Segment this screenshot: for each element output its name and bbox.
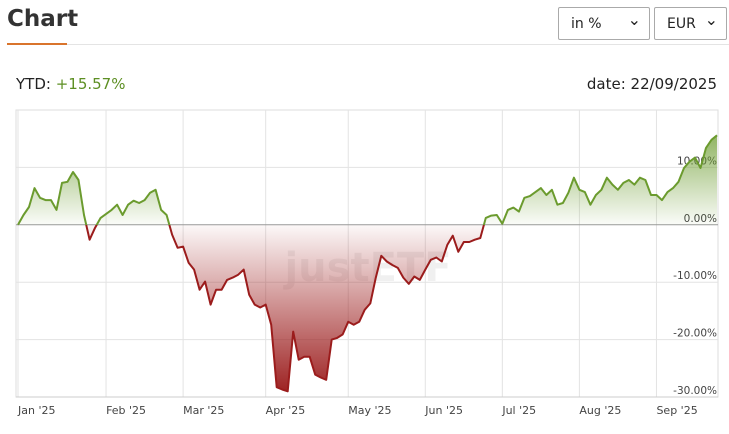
ytd: YTD: +15.57% bbox=[16, 75, 125, 93]
x-tick-label: May '25 bbox=[348, 404, 391, 417]
title-underline bbox=[7, 43, 67, 45]
line bbox=[17, 134, 718, 393]
currency-select-text: EUR bbox=[667, 15, 696, 32]
divider bbox=[67, 44, 729, 45]
x-tick-label: Sep '25 bbox=[656, 404, 697, 417]
x-tick-label: Mar '25 bbox=[183, 404, 224, 417]
date: date: 22/09/2025 bbox=[586, 75, 717, 93]
ytd-label: YTD: bbox=[16, 75, 51, 93]
x-tick-label: Feb '25 bbox=[106, 404, 146, 417]
section-title: Chart bbox=[7, 6, 79, 32]
y-tick-label: -20.00% bbox=[673, 328, 717, 340]
unit-select-text: in % bbox=[571, 15, 602, 32]
x-tick-label: Jun '25 bbox=[424, 404, 463, 417]
ytd-value: +15.57% bbox=[55, 75, 126, 93]
x-tick-label: Jul '25 bbox=[501, 404, 536, 417]
currency-select[interactable]: EUR bbox=[654, 7, 727, 40]
unit-select[interactable]: in % bbox=[558, 7, 650, 40]
y-tick-label: -10.00% bbox=[673, 270, 717, 282]
x-tick-label: Aug '25 bbox=[579, 404, 621, 417]
y-tick-label: -30.00% bbox=[673, 385, 717, 397]
x-tick-label: Apr '25 bbox=[266, 404, 306, 417]
area bbox=[18, 135, 717, 392]
x-tick-label: Jan '25 bbox=[17, 404, 55, 417]
